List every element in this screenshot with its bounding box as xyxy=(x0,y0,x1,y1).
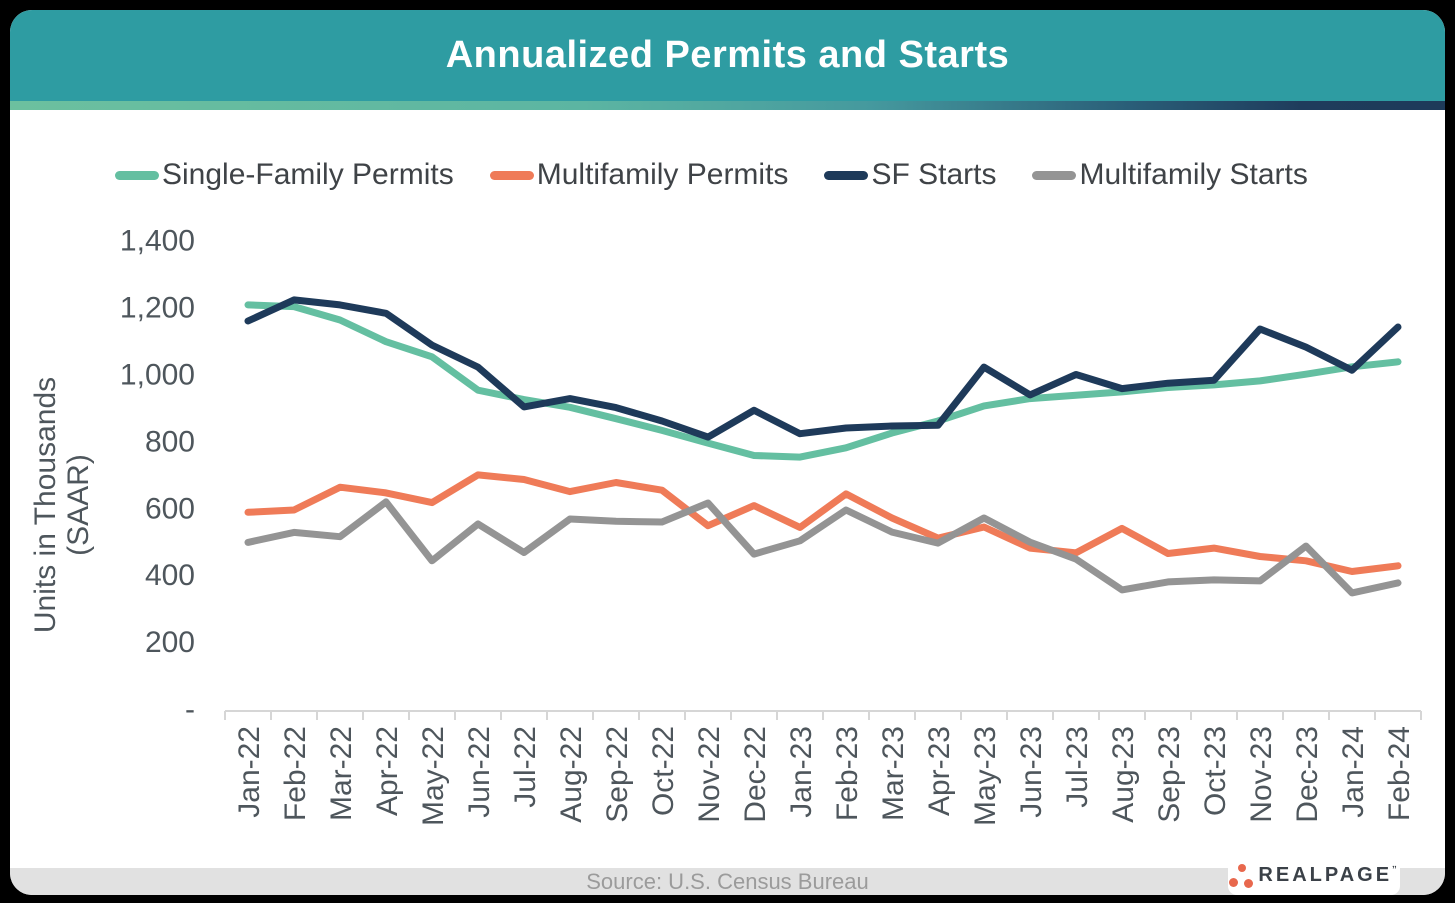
series-line-multifamily-permits xyxy=(244,471,1402,575)
x-tick-label: Jun-23 xyxy=(1015,726,1048,818)
x-tick-label: Apr-23 xyxy=(923,726,956,816)
y-tick-label: 800 xyxy=(145,425,195,458)
x-tick-label: Dec-22 xyxy=(739,726,772,823)
x-tick-label: Aug-23 xyxy=(1107,726,1140,823)
legend-item: Multifamily Starts xyxy=(1032,158,1308,192)
x-tick-label: Sep-23 xyxy=(1153,726,1186,823)
x-tick-label: Mar-22 xyxy=(325,726,358,821)
source-note: Source: U.S. Census Bureau xyxy=(586,869,869,894)
chart-legend: Single-Family Permits Multifamily Permits… xyxy=(115,158,1308,192)
x-tick-label: Jun-22 xyxy=(463,726,496,818)
legend-item: Multifamily Permits xyxy=(489,158,789,192)
x-tick-label: Dec-23 xyxy=(1291,726,1324,823)
legend-label: Multifamily Permits xyxy=(536,158,789,191)
legend-swatch-icon xyxy=(1032,170,1077,180)
x-tick-label: Apr-22 xyxy=(371,726,404,816)
x-tick-label: Jul-23 xyxy=(1061,726,1094,808)
chart-card: Annualized Permits and Starts Source: U.… xyxy=(10,10,1445,895)
legend-swatch-icon xyxy=(489,170,534,180)
series-line-single-family-permits xyxy=(244,301,1402,461)
x-tick-label: May-22 xyxy=(417,726,450,826)
legend-swatch-icon xyxy=(115,170,159,180)
realpage-logo-text: REALPAGEˮ xyxy=(1258,864,1400,886)
x-tick-label: Jul-22 xyxy=(509,726,542,808)
footer-bar: Source: U.S. Census Bureau xyxy=(10,868,1445,895)
page-title: Annualized Permits and Starts xyxy=(445,34,1010,76)
legend-label: Single-Family Permits xyxy=(162,158,454,191)
y-tick-label: 1,400 xyxy=(120,225,195,258)
realpage-dots-icon xyxy=(1228,862,1254,888)
y-tick-label: 1,000 xyxy=(120,359,195,392)
x-tick-label: Feb-23 xyxy=(831,726,864,821)
y-tick-label: 200 xyxy=(145,626,195,659)
x-tick-label: Feb-22 xyxy=(279,726,312,821)
x-tick-label: May-23 xyxy=(969,726,1002,826)
x-tick-label: Jan-23 xyxy=(785,726,818,818)
y-axis-title-line1: Units in Thousands xyxy=(29,376,62,634)
x-tick-label: Nov-22 xyxy=(693,726,726,823)
x-tick-label: Sep-22 xyxy=(601,726,634,823)
chart-header: Annualized Permits and Starts xyxy=(10,10,1445,101)
x-tick-label: Jan-22 xyxy=(233,726,266,818)
x-tick-label: Jan-24 xyxy=(1337,726,1370,818)
x-tick-label: Oct-23 xyxy=(1199,726,1232,816)
x-tick-label: Oct-22 xyxy=(647,726,680,816)
header-gradient-divider xyxy=(10,101,1445,110)
legend-label: Multifamily Starts xyxy=(1079,158,1308,191)
realpage-logo: REALPAGEˮ xyxy=(1228,855,1400,895)
y-tick-label: - xyxy=(185,693,195,726)
y-tick-label: 400 xyxy=(145,559,195,592)
legend-swatch-icon xyxy=(824,170,869,180)
y-tick-label: 1,200 xyxy=(120,292,195,325)
x-tick-label: Aug-22 xyxy=(555,726,588,823)
legend-item: Single-Family Permits xyxy=(115,158,454,192)
y-axis-title-line2: (SAAR) xyxy=(62,454,95,556)
x-tick-label: Feb-24 xyxy=(1383,726,1416,821)
series-line-multifamily-starts xyxy=(244,498,1402,597)
y-tick-label: 600 xyxy=(145,492,195,525)
legend-label: SF Starts xyxy=(871,158,997,191)
series-line-sf-starts xyxy=(244,296,1402,441)
x-tick-label: Nov-23 xyxy=(1245,726,1278,823)
x-tick-label: Mar-23 xyxy=(877,726,910,821)
legend-item: SF Starts xyxy=(824,158,996,192)
y-axis-title: Units in Thousands (SAAR) xyxy=(29,377,95,633)
